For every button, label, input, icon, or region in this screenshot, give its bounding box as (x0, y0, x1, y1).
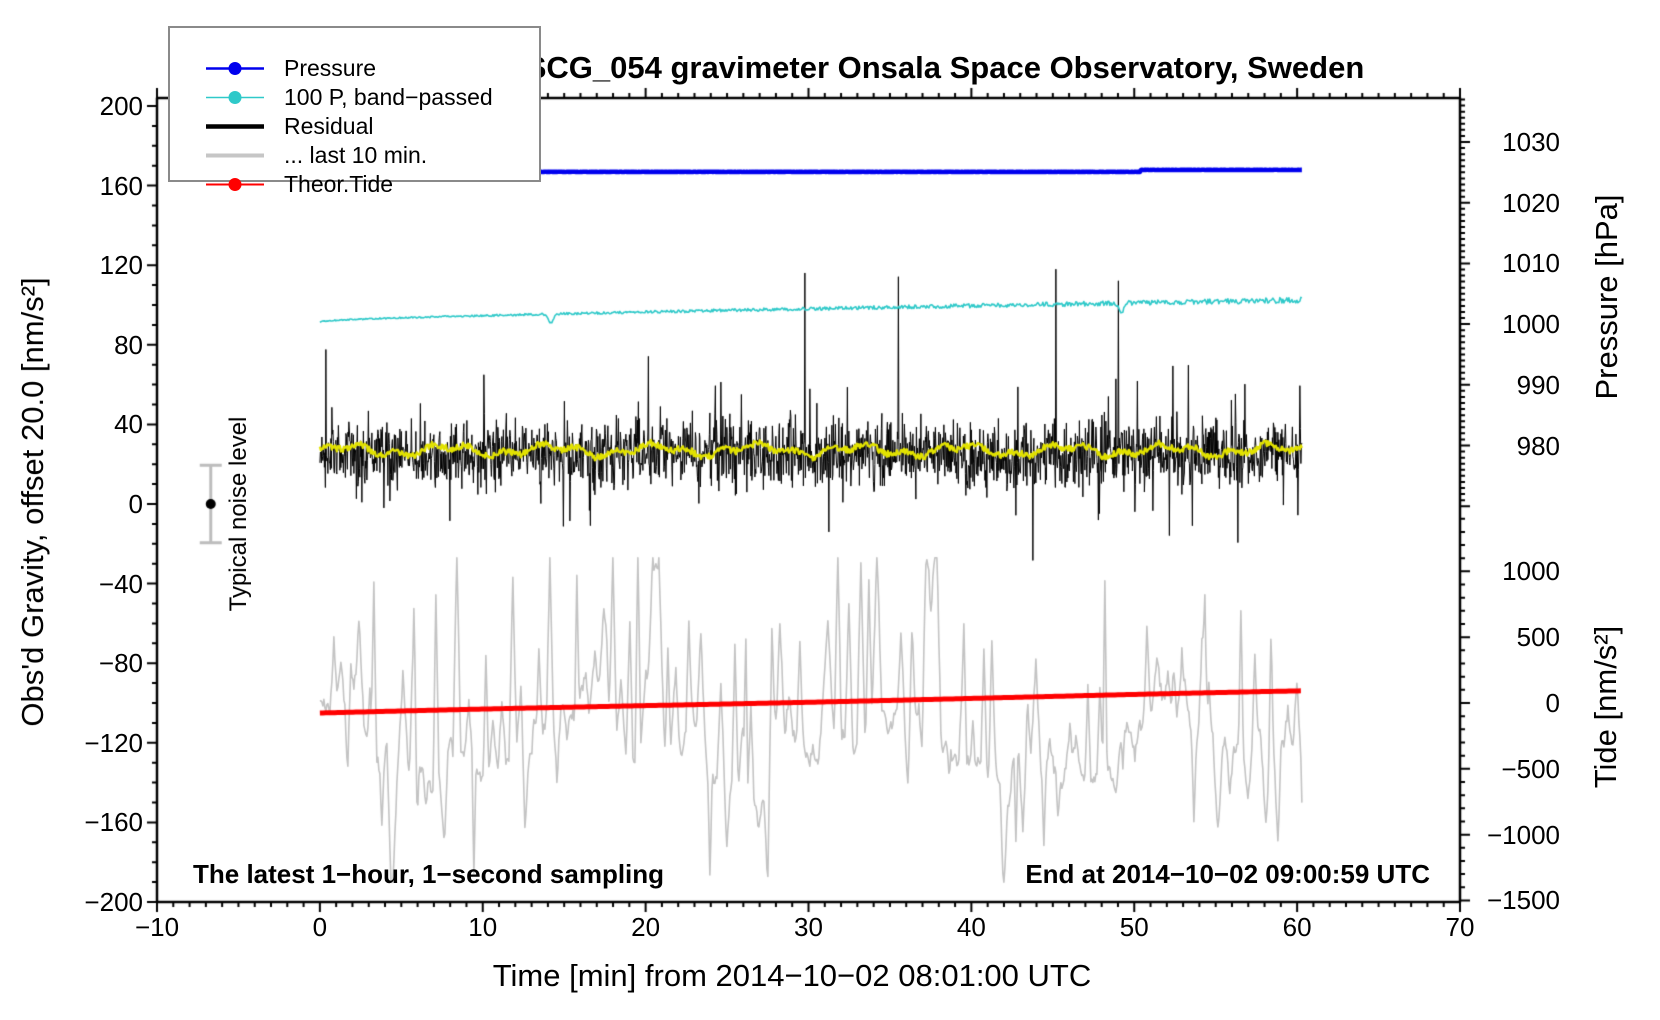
tide-tick-label: 1000 (1502, 556, 1560, 587)
pressure-tick-label: 980 (1516, 430, 1560, 461)
tide-tick-label: −1000 (1486, 819, 1560, 850)
legend-line-sample (206, 153, 264, 158)
tide-axis-label: Tide [nm/s²] (1588, 625, 1623, 789)
end-time-annotation: End at 2014−10−02 09:00:59 UTC (1025, 859, 1430, 889)
tide-tick-label: 0 (1545, 688, 1560, 718)
x-tick-label: 20 (631, 912, 661, 942)
left-tick-label: −80 (98, 648, 143, 679)
legend-line-sample (206, 178, 264, 191)
legend-row: Residual (170, 112, 539, 141)
chart-title: SCG_054 gravimeter Onsala Space Observat… (525, 50, 1365, 85)
pressure-tick-label: 1010 (1502, 248, 1560, 279)
noise-level-label: Typical noise level (225, 416, 252, 612)
left-tick-label: 80 (114, 329, 143, 360)
left-tick-label: −40 (98, 568, 143, 599)
left-tick-label: 0 (128, 489, 143, 519)
legend-row: Theor.Tide (170, 170, 539, 199)
x-tick-label: 40 (956, 912, 986, 942)
left-tick-label: 200 (99, 91, 143, 121)
x-axis-label: Time [min] from 2014−10−02 08:01:00 UTC (492, 958, 1092, 993)
legend-item-label: Pressure (284, 55, 377, 81)
left-tick-label: −160 (84, 807, 143, 838)
legend-item-label: Theor.Tide (284, 171, 394, 197)
left-tick-label: 40 (114, 409, 143, 440)
tide-tick-label: −500 (1501, 753, 1560, 784)
left-tick-label: −120 (84, 727, 143, 758)
left-tick-label: −200 (84, 887, 143, 917)
tide-tick-label: 500 (1516, 622, 1560, 653)
x-tick-label: 0 (312, 912, 328, 942)
legend-item-label: Residual (284, 113, 374, 139)
sampling-annotation: The latest 1−hour, 1−second sampling (193, 859, 665, 889)
legend-line-sample (206, 91, 264, 104)
left-tick-label: 120 (99, 250, 143, 281)
legend-item-label: 100 P, band−passed (284, 84, 493, 110)
tide-tick-label: −1500 (1486, 885, 1560, 916)
legend-row: 100 P, band−passed (170, 83, 539, 112)
x-tick-label: 70 (1445, 912, 1475, 942)
x-tick-label: 50 (1119, 912, 1149, 942)
pressure-axis-label: Pressure [hPa] (1589, 194, 1624, 400)
legend-box: Pressure 100 P, band−passed Residual ... la… (168, 26, 541, 197)
legend-row: ... last 10 min. (170, 141, 539, 170)
pressure-tick-label: 1000 (1502, 309, 1560, 340)
legend-item-label: ... last 10 min. (284, 142, 428, 168)
x-tick-label: 60 (1282, 912, 1312, 942)
pressure-tick-label: 1030 (1502, 127, 1560, 157)
x-tick-label: 30 (794, 912, 823, 942)
pressure-tick-label: 990 (1516, 369, 1560, 400)
left-tick-label: 160 (99, 170, 143, 201)
legend-line-sample (206, 124, 264, 129)
x-tick-label: 10 (468, 912, 498, 942)
legend-line-sample (206, 62, 264, 75)
x-tick-label: −10 (134, 912, 180, 942)
legend-row: Pressure (170, 54, 539, 83)
pressure-tick-label: 1020 (1502, 187, 1560, 218)
